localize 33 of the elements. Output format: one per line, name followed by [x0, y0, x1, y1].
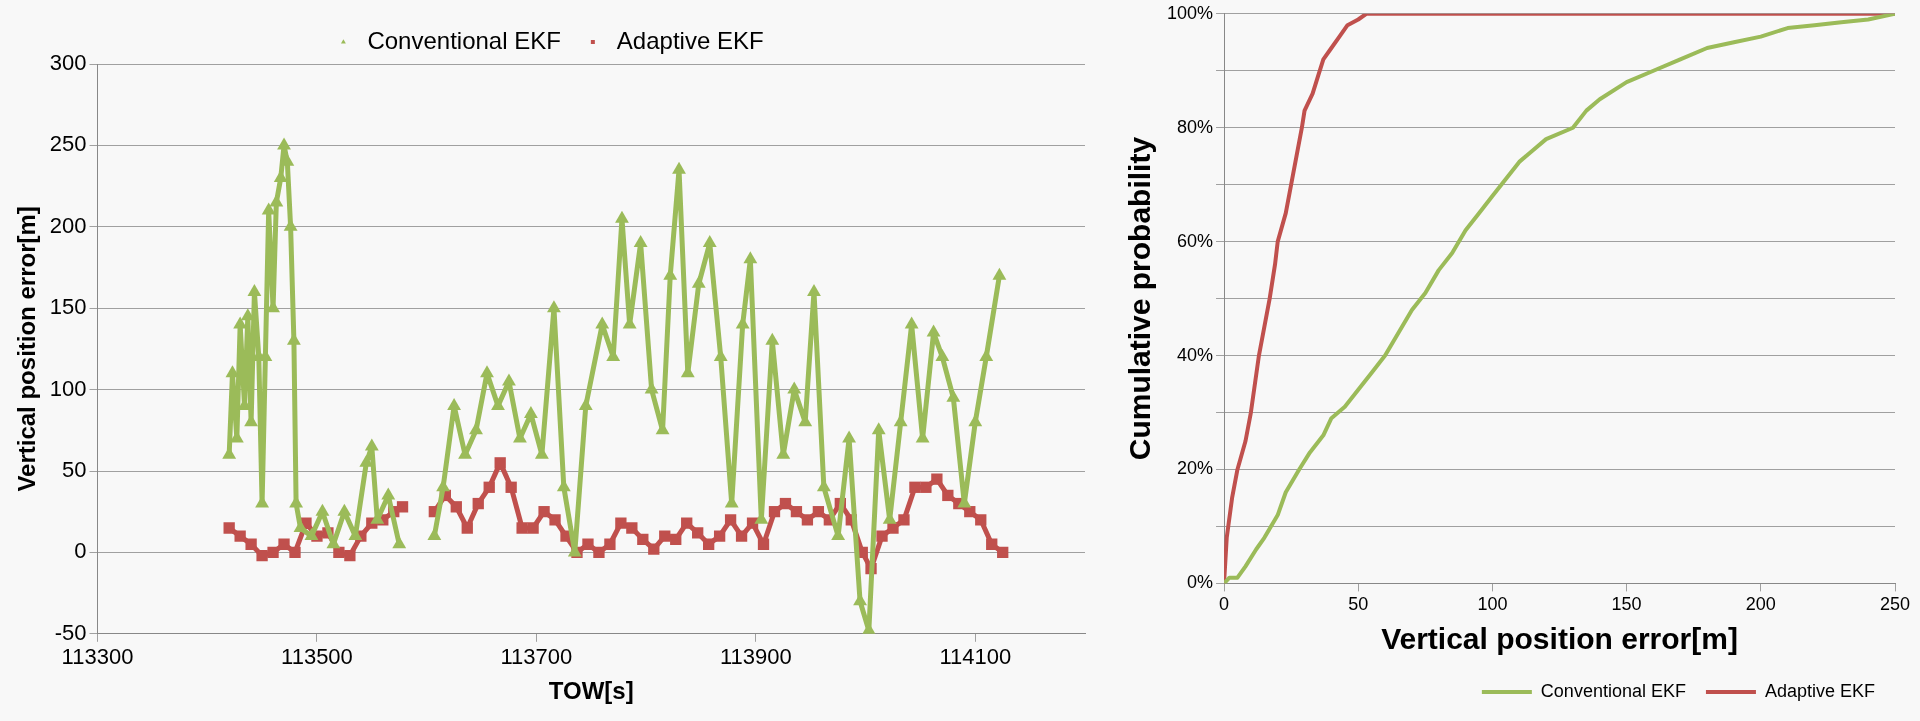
x-tick-label: 114100 — [939, 644, 1012, 670]
y-tick-label: 150 — [49, 294, 87, 320]
y-tick-label: 0 — [74, 538, 87, 564]
legend-label: Conventional EKF — [367, 26, 561, 54]
x-tick-label: 113900 — [719, 644, 792, 670]
y-tick-label: 100% — [1166, 2, 1214, 23]
y-tick-label: 200 — [49, 212, 87, 238]
y-tick-label: 300 — [49, 50, 87, 76]
y-axis-title: Vertical position error[m] — [13, 206, 41, 492]
legend-label: Adaptive EKF — [1764, 680, 1876, 701]
y-tick-label: 0% — [1187, 572, 1214, 593]
y-tick-label: 50 — [62, 457, 87, 483]
x-tick-label: 113300 — [61, 644, 134, 670]
legend-label: Conventional EKF — [1540, 680, 1686, 701]
y-tick-label: 100 — [49, 375, 87, 401]
x-axis-title: Vertical position error[m] — [1381, 622, 1738, 656]
y-tick-label: 20% — [1177, 458, 1214, 479]
legend-label: Adaptive EKF — [616, 26, 764, 54]
x-tick-label: 50 — [1348, 594, 1369, 615]
x-tick-label: 250 — [1879, 594, 1911, 615]
x-tick-label: 200 — [1745, 594, 1776, 615]
x-tick-label: 113700 — [500, 644, 573, 670]
y-tick-label: 80% — [1177, 116, 1214, 137]
x-tick-label: 100 — [1477, 594, 1508, 615]
x-axis-title: TOW[s] — [548, 677, 634, 705]
y-tick-label: 60% — [1177, 230, 1214, 251]
y-tick-label: -50 — [54, 619, 87, 645]
y-tick-label: 250 — [49, 131, 87, 157]
x-tick-label: 150 — [1611, 594, 1642, 615]
y-tick-label: 40% — [1177, 344, 1214, 365]
x-tick-label: 0 — [1219, 594, 1230, 615]
y-axis-title: Cumulative probability — [1123, 136, 1157, 461]
x-tick-label: 113500 — [281, 644, 353, 670]
